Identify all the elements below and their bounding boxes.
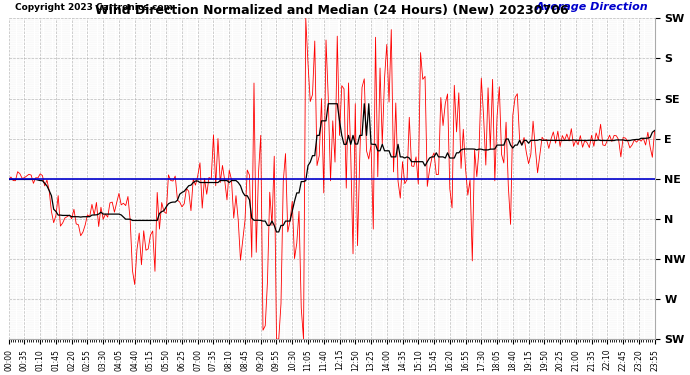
Title: Wind Direction Normalized and Median (24 Hours) (New) 20230706: Wind Direction Normalized and Median (24… — [95, 4, 569, 17]
Text: Copyright 2023 Cartronics.com: Copyright 2023 Cartronics.com — [15, 3, 173, 12]
Text: Average Direction: Average Direction — [535, 2, 648, 12]
